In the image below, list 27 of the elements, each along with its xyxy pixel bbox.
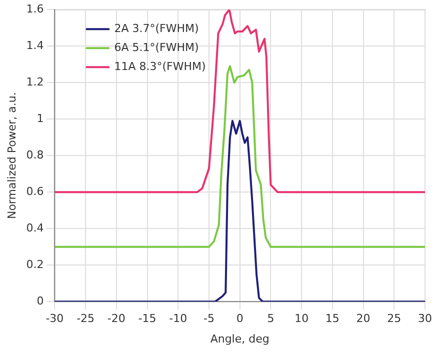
x-tick-label: 25 xyxy=(387,312,402,326)
x-tick-label: 10 xyxy=(294,312,309,326)
x-tick-label: 15 xyxy=(325,312,340,326)
y-tick-label: 1.6 xyxy=(26,2,44,16)
x-tick-label: 20 xyxy=(356,312,370,326)
x-tick-label: -20 xyxy=(107,312,126,326)
x-axis-title: Angle, deg xyxy=(210,332,270,346)
y-tick-label: 0.6 xyxy=(26,184,44,198)
y-tick-label: 1.2 xyxy=(26,75,44,88)
y-axis-title: Normalized Power, a.u. xyxy=(5,92,18,220)
y-tick-label: 0.2 xyxy=(26,258,44,271)
y-tick-label: 0.4 xyxy=(26,221,44,234)
x-tick-label: 5 xyxy=(267,312,274,326)
legend-label: 11A 8.3°(FWHM) xyxy=(114,60,206,73)
y-tick-label: 1.4 xyxy=(26,38,44,52)
x-tick-label: -10 xyxy=(169,312,188,326)
x-tick-label: -15 xyxy=(138,312,156,326)
y-tick-label: 1 xyxy=(36,112,44,125)
legend-label: 2A 3.7°(FWHM) xyxy=(114,22,199,35)
x-tick-label: -5 xyxy=(204,312,214,326)
x-tick-label: 0 xyxy=(236,312,244,326)
x-tick-label: -30 xyxy=(46,312,64,326)
y-tick-label: 0.8 xyxy=(26,148,44,162)
y-tick-label: 0 xyxy=(36,294,44,308)
legend-label: 6A 5.1°(FWHM) xyxy=(114,40,199,54)
x-tick-label: 30 xyxy=(418,312,432,326)
x-tick-label: -25 xyxy=(76,312,95,326)
